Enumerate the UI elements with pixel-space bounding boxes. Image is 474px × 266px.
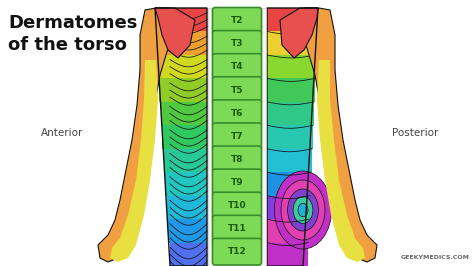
Polygon shape <box>170 243 207 266</box>
FancyBboxPatch shape <box>212 192 262 219</box>
Polygon shape <box>158 55 207 78</box>
Text: T12: T12 <box>228 247 246 256</box>
Polygon shape <box>163 125 207 149</box>
Text: T2: T2 <box>231 16 243 25</box>
Text: T9: T9 <box>231 178 243 187</box>
FancyBboxPatch shape <box>212 215 262 242</box>
Text: T3: T3 <box>231 39 243 48</box>
Polygon shape <box>267 196 310 219</box>
FancyBboxPatch shape <box>212 100 262 126</box>
FancyBboxPatch shape <box>212 31 262 57</box>
Ellipse shape <box>293 197 313 223</box>
Polygon shape <box>156 31 207 55</box>
FancyBboxPatch shape <box>212 169 262 196</box>
Text: T10: T10 <box>228 201 246 210</box>
FancyBboxPatch shape <box>212 54 262 80</box>
FancyBboxPatch shape <box>208 8 266 266</box>
Ellipse shape <box>288 189 319 231</box>
Text: T8: T8 <box>231 155 243 164</box>
FancyBboxPatch shape <box>212 77 262 103</box>
Polygon shape <box>267 172 311 196</box>
Polygon shape <box>267 243 308 266</box>
Polygon shape <box>317 60 365 262</box>
Polygon shape <box>155 8 195 58</box>
Polygon shape <box>267 8 318 31</box>
Text: Anterior: Anterior <box>41 128 83 138</box>
Polygon shape <box>167 196 207 219</box>
FancyBboxPatch shape <box>212 123 262 149</box>
Text: T4: T4 <box>231 63 243 72</box>
Polygon shape <box>267 219 309 243</box>
Text: T5: T5 <box>231 86 243 95</box>
Polygon shape <box>267 31 317 55</box>
Polygon shape <box>159 78 207 102</box>
Text: GEEKYMEDICS.COM: GEEKYMEDICS.COM <box>401 255 470 260</box>
FancyBboxPatch shape <box>212 238 262 265</box>
Polygon shape <box>161 102 207 125</box>
Text: Posterior: Posterior <box>392 128 438 138</box>
Text: of the torso: of the torso <box>8 36 127 54</box>
Polygon shape <box>267 78 315 102</box>
Polygon shape <box>303 8 377 262</box>
Polygon shape <box>165 172 207 196</box>
Polygon shape <box>267 55 316 78</box>
Polygon shape <box>110 60 158 262</box>
Polygon shape <box>164 149 207 172</box>
Ellipse shape <box>298 203 308 217</box>
Polygon shape <box>98 8 172 262</box>
Polygon shape <box>280 8 318 58</box>
Text: T11: T11 <box>228 224 246 233</box>
Polygon shape <box>168 219 207 243</box>
Text: Dermatomes: Dermatomes <box>8 14 137 32</box>
FancyBboxPatch shape <box>212 146 262 173</box>
Text: T7: T7 <box>231 132 243 141</box>
Polygon shape <box>267 125 313 149</box>
Polygon shape <box>267 149 312 172</box>
Polygon shape <box>267 102 314 125</box>
Polygon shape <box>155 8 207 31</box>
Text: T6: T6 <box>231 109 243 118</box>
FancyBboxPatch shape <box>212 7 262 34</box>
Ellipse shape <box>281 180 325 240</box>
Ellipse shape <box>274 171 332 249</box>
